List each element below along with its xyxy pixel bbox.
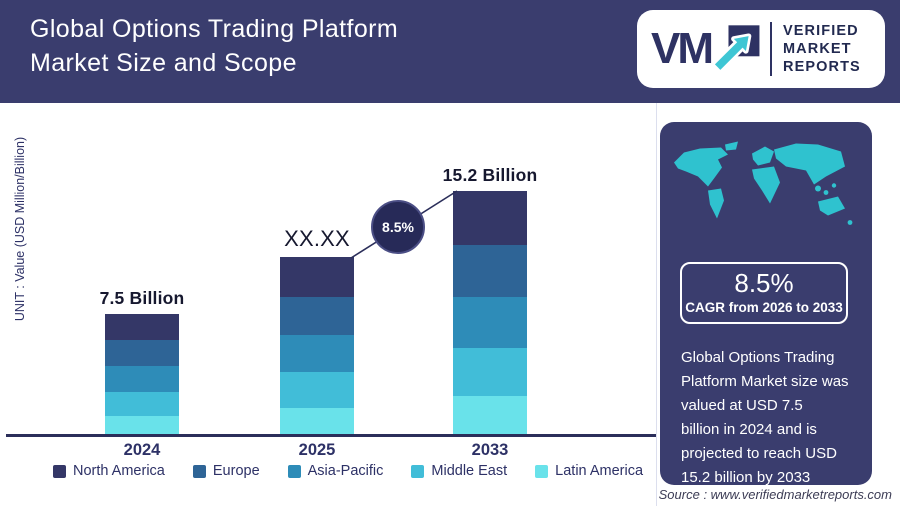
bar-total-label: XX.XX <box>284 226 350 251</box>
brand-line-1: VERIFIED <box>783 23 859 39</box>
legend-label: Asia-Pacific <box>307 463 384 479</box>
x-axis-label-2033: 2033 <box>471 441 509 459</box>
logo-arrow-icon <box>712 22 761 77</box>
bar-segment-latin-america <box>280 407 354 434</box>
bar-segment-europe <box>280 297 354 336</box>
bar-segment-north-america <box>453 191 527 246</box>
page-title-line1: Global Options Trading Platform <box>30 15 399 43</box>
bar-segment-asia-pacific <box>453 296 527 348</box>
bar-segment-europe <box>453 245 527 297</box>
x-axis-label-2024: 2024 <box>123 441 161 459</box>
legend-label: North America <box>73 463 165 479</box>
source-attribution: Source : www.verifiedmarketreports.com <box>658 487 892 502</box>
legend-label: Middle East <box>431 463 508 479</box>
legend-item-latin-america: Latin America <box>535 463 643 479</box>
logo-divider <box>770 22 772 76</box>
legend-item-europe: Europe <box>192 463 260 479</box>
bar-segment-north-america <box>280 257 354 298</box>
page-title-line2: Market Size and Scope <box>30 49 297 77</box>
bar-segment-middle-east <box>453 347 527 397</box>
legend-label: Latin America <box>555 463 644 479</box>
bar-segment-middle-east <box>105 391 179 416</box>
cagr-box-value: 8.5% <box>734 268 794 298</box>
cagr-box-caption: CAGR from 2026 to 2033 <box>685 300 843 315</box>
stacked-bar-2033 <box>453 191 527 434</box>
legend-item-middle-east: Middle East <box>411 463 507 479</box>
chart-legend: North America Europe Asia-Pacific Middle Ea… <box>53 463 643 479</box>
stacked-bar-2025 <box>280 257 354 434</box>
plot-area: 7.5 Billion 2024 XX.XX 2025 15.2 Billion 2033 <box>6 106 656 459</box>
bar-segment-latin-america <box>105 415 179 434</box>
stacked-bar-2024 <box>105 314 179 434</box>
vmr-logo: VM VERIFIED MARKET REPORTS <box>637 10 885 88</box>
brand-line-3: REPORTS <box>783 59 861 75</box>
cagr-badge: 8.5% <box>371 200 425 254</box>
section-divider <box>656 103 657 506</box>
bar-segment-europe <box>105 339 179 366</box>
bar-segment-asia-pacific <box>105 366 179 392</box>
legend-label: Europe <box>212 463 260 479</box>
brand-line-2: MARKET <box>783 41 852 57</box>
logo-brand-text: VERIFIED MARKET REPORTS <box>783 22 861 76</box>
bar-segment-middle-east <box>280 372 354 408</box>
legend-item-north-america: North America <box>53 463 165 479</box>
legend-item-asia-pacific: Asia-Pacific <box>287 463 384 479</box>
legend-swatch <box>192 464 206 478</box>
bar-segment-north-america <box>105 314 179 340</box>
bar-segment-latin-america <box>453 396 527 434</box>
bar-total-label: 15.2 Billion <box>442 165 538 185</box>
legend-swatch <box>535 464 549 478</box>
logo-vm-letters: VM <box>651 24 714 73</box>
legend-swatch <box>411 464 425 478</box>
header-bar: Global Options Trading Platform Market S… <box>0 0 900 103</box>
x-axis-label-2025: 2025 <box>298 441 336 459</box>
summary-panel: 8.5% CAGR from 2026 to 2033 Global Optio… <box>660 122 872 486</box>
legend-swatch <box>53 464 66 478</box>
legend-swatch <box>287 464 301 478</box>
page-title: Global Options Trading Platform Market S… <box>30 12 398 80</box>
world-map-icon <box>674 141 853 225</box>
cagr-box: 8.5% CAGR from 2026 to 2033 <box>680 262 848 324</box>
bar-segment-asia-pacific <box>280 335 354 373</box>
bar-total-label: 7.5 Billion <box>99 288 185 308</box>
market-summary-text: Global Options Trading Platform Market s… <box>681 349 849 486</box>
